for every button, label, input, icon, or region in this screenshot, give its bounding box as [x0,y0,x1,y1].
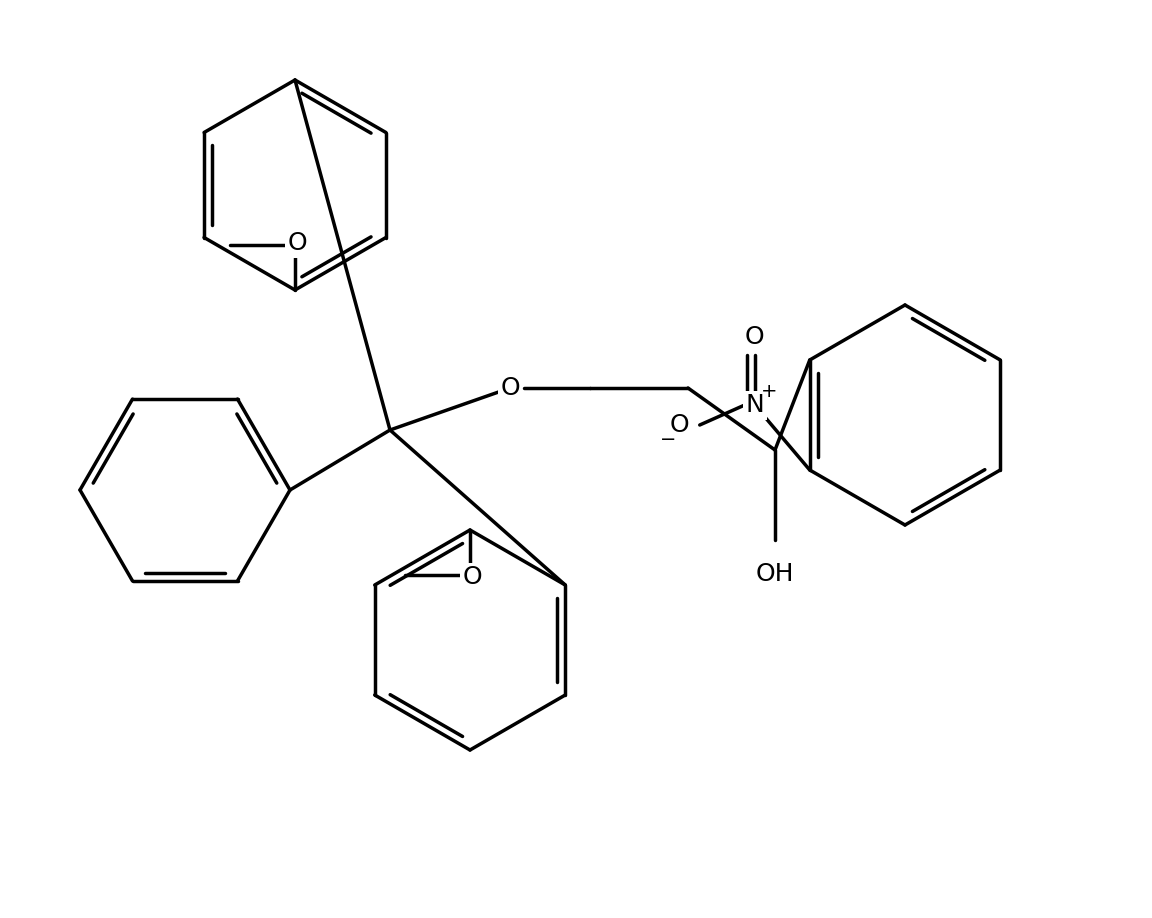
Text: N: N [745,393,764,417]
Text: OH: OH [756,562,794,586]
Text: O: O [462,565,482,589]
Text: +: + [760,382,776,400]
Text: O: O [670,413,690,437]
Text: O: O [500,376,520,400]
Text: O: O [745,325,765,349]
Text: −: − [660,430,676,449]
Text: O: O [287,231,306,255]
